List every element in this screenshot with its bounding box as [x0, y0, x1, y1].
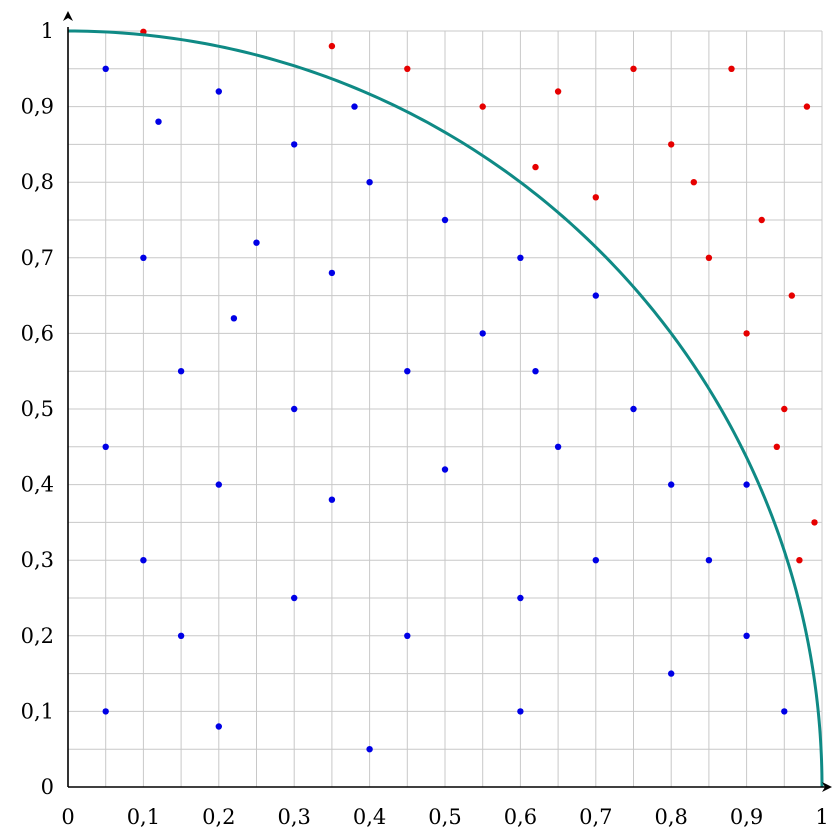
inside-point: [441, 216, 449, 224]
y-tick-label: 0: [41, 775, 54, 799]
y-tick-label: 0,1: [21, 699, 54, 723]
y-tick-label: 0,6: [21, 321, 54, 345]
inside-point: [592, 292, 599, 299]
outside-point: [404, 65, 411, 73]
outside-point: [743, 330, 750, 337]
inside-point: [668, 481, 675, 488]
inside-point: [102, 708, 109, 715]
outside-point: [479, 103, 486, 110]
y-tick-label: 0,4: [21, 473, 54, 497]
x-tick-label: 0,4: [353, 805, 386, 828]
x-tick-label: 0,3: [277, 805, 310, 828]
inside-point: [140, 557, 147, 564]
y-tick-label: 0,9: [21, 95, 54, 119]
inside-point: [441, 466, 449, 473]
outside-point: [532, 163, 539, 171]
inside-point: [351, 103, 358, 110]
outside-point: [630, 65, 637, 73]
inside-point: [404, 368, 411, 375]
outside-point: [796, 557, 803, 564]
outside-point: [773, 443, 780, 450]
inside-point: [366, 746, 373, 753]
y-tick-labels: 0 0,1 0,2 0,3 0,4 0,5 0,6 0,7 0,8 0,9 1: [21, 19, 54, 799]
outside-point: [705, 254, 713, 261]
outside-point: [803, 103, 811, 110]
inside-point: [517, 594, 524, 602]
inside-point: [291, 141, 298, 148]
inside-point: [532, 368, 539, 375]
inside-point: [479, 330, 486, 337]
inside-point: [140, 254, 147, 261]
inside-point: [177, 368, 185, 375]
inside-point: [291, 405, 298, 413]
inside-point: [743, 481, 750, 488]
inside-point: [155, 118, 162, 125]
outside-point: [811, 519, 818, 526]
inside-point: [215, 723, 222, 730]
outside-point: [788, 292, 795, 299]
inside-point: [102, 65, 109, 73]
x-tick-label: 0,2: [202, 805, 235, 828]
inside-point: [366, 179, 373, 186]
inside-point: [215, 481, 222, 488]
x-tick-label: 0,6: [504, 805, 537, 828]
x-tick-label: 0,8: [654, 805, 687, 828]
inside-point: [554, 443, 562, 450]
x-tick-label: 0,9: [730, 805, 763, 828]
outside-point: [781, 405, 788, 413]
inside-point: [517, 708, 524, 715]
x-tick-label: 0,7: [579, 805, 612, 828]
outside-point: [328, 42, 336, 50]
x-tick-labels: 0 0,1 0,2 0,3 0,4 0,5 0,6 0,7 0,8 0,9 1: [61, 805, 828, 828]
inside-point: [517, 254, 524, 261]
outside-point: [690, 179, 697, 186]
inside-point: [253, 239, 260, 246]
outside-point: [728, 65, 735, 73]
x-tick-label: 0: [61, 805, 74, 828]
inside-point: [404, 632, 411, 639]
inside-point: [328, 496, 336, 503]
inside-point: [630, 405, 637, 413]
inside-point: [177, 632, 185, 639]
inside-point: [743, 632, 750, 639]
y-axis-arrow: [63, 11, 73, 21]
grid: [68, 30, 823, 787]
inside-point: [592, 557, 599, 564]
inside-point: [705, 557, 713, 564]
outside-point: [668, 141, 675, 148]
axes: [63, 11, 832, 792]
inside-point: [215, 88, 222, 95]
y-tick-label: 0,2: [21, 624, 54, 648]
outside-points: [140, 28, 818, 564]
y-tick-label: 0,3: [21, 548, 54, 572]
inside-point: [291, 594, 298, 602]
inside-point: [102, 443, 109, 450]
y-tick-label: 1: [41, 19, 54, 43]
y-tick-label: 0,8: [21, 170, 54, 194]
inside-points: [102, 65, 788, 753]
x-tick-label: 0,1: [127, 805, 160, 828]
outside-point: [758, 216, 765, 224]
x-tick-label: 1: [815, 805, 828, 828]
x-tick-label: 0,5: [428, 805, 461, 828]
inside-point: [230, 315, 238, 322]
x-axis-arrow: [822, 782, 832, 792]
inside-point: [668, 670, 675, 677]
inside-point: [328, 269, 336, 277]
y-tick-label: 0,5: [21, 397, 54, 421]
outside-point: [554, 88, 562, 95]
inside-point: [781, 708, 788, 715]
quarter-circle-curve: [67, 29, 824, 788]
outside-point: [592, 194, 599, 201]
y-tick-label: 0,7: [21, 246, 54, 270]
